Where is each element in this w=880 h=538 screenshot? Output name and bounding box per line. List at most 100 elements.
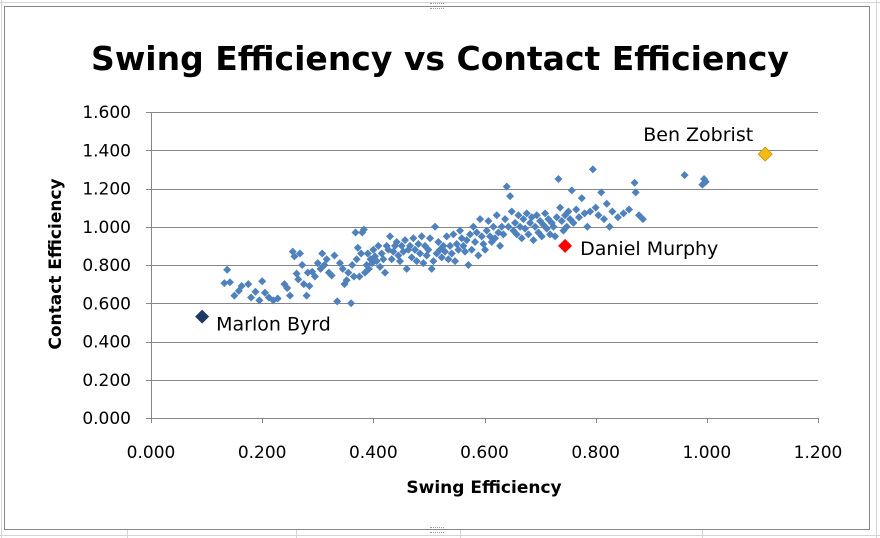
data-point bbox=[492, 211, 501, 220]
x-axis-title: Swing Efficiency bbox=[406, 478, 561, 498]
data-point bbox=[426, 234, 435, 243]
data-point bbox=[427, 264, 436, 273]
x-tick-label-2: 0.400 bbox=[349, 443, 398, 463]
data-point bbox=[351, 228, 360, 237]
data-point bbox=[477, 232, 486, 241]
data-point bbox=[462, 236, 471, 245]
data-point bbox=[583, 222, 592, 231]
data-point bbox=[631, 188, 640, 197]
data-point bbox=[524, 230, 533, 239]
data-point bbox=[552, 213, 561, 222]
x-tick-label-1: 0.200 bbox=[238, 443, 287, 463]
data-point bbox=[499, 230, 508, 239]
data-point bbox=[369, 245, 378, 254]
data-point bbox=[348, 261, 357, 269]
data-point bbox=[295, 249, 304, 258]
data-point bbox=[466, 230, 475, 239]
data-point bbox=[220, 279, 229, 288]
data-point bbox=[441, 247, 450, 256]
data-point bbox=[605, 222, 614, 231]
data-point bbox=[429, 257, 438, 266]
data-point bbox=[529, 236, 538, 245]
x-tick-label-0: 0.000 bbox=[127, 443, 176, 463]
data-point bbox=[496, 241, 505, 250]
data-point bbox=[409, 234, 418, 243]
data-point bbox=[600, 215, 609, 224]
data-point bbox=[305, 282, 314, 291]
data-point bbox=[416, 249, 425, 258]
data-point bbox=[335, 259, 344, 268]
data-point bbox=[394, 251, 403, 260]
data-point bbox=[469, 222, 478, 231]
data-point bbox=[347, 299, 356, 308]
data-point bbox=[504, 222, 513, 231]
data-point bbox=[333, 297, 342, 306]
x-tick-label-6: 1.200 bbox=[794, 443, 843, 463]
data-point bbox=[472, 228, 481, 237]
data-point bbox=[476, 215, 485, 224]
data-point bbox=[497, 222, 506, 231]
data-point bbox=[364, 264, 373, 273]
data-point bbox=[338, 264, 347, 273]
data-point bbox=[449, 230, 458, 239]
data-point bbox=[459, 241, 468, 250]
data-point bbox=[419, 259, 428, 268]
data-point bbox=[574, 213, 583, 222]
data-point bbox=[562, 222, 571, 231]
data-point bbox=[442, 232, 451, 241]
data-point bbox=[386, 232, 395, 241]
data-point bbox=[381, 268, 390, 277]
data-point bbox=[467, 245, 476, 254]
data-point bbox=[422, 251, 431, 260]
data-point bbox=[402, 264, 411, 273]
data-point bbox=[322, 255, 331, 264]
data-point bbox=[412, 257, 421, 266]
data-point bbox=[389, 247, 398, 256]
data-point bbox=[396, 257, 405, 266]
data-point bbox=[608, 207, 617, 216]
data-point bbox=[437, 253, 446, 262]
resize-handle-top[interactable] bbox=[430, 3, 444, 9]
data-points bbox=[220, 165, 710, 308]
y-tick-label-5: 1.000 bbox=[82, 218, 131, 238]
y-axis-title: Contact Efficiency bbox=[46, 178, 66, 349]
x-axis-ticks: 0.000 0.200 0.400 0.600 0.800 1.000 1.200 bbox=[127, 443, 843, 463]
data-point bbox=[260, 288, 269, 297]
data-point bbox=[285, 291, 294, 300]
label-marlon-byrd: Marlon Byrd bbox=[216, 314, 331, 336]
label-daniel-murphy: Daniel Murphy bbox=[580, 238, 718, 260]
data-point bbox=[237, 282, 246, 291]
data-point bbox=[532, 211, 541, 220]
data-point bbox=[572, 205, 581, 214]
data-point bbox=[359, 225, 368, 234]
data-point bbox=[484, 217, 493, 226]
data-point bbox=[273, 294, 282, 303]
data-point bbox=[387, 255, 396, 264]
resize-handle-bottom[interactable] bbox=[430, 527, 444, 533]
data-point bbox=[411, 245, 420, 254]
data-point bbox=[251, 287, 260, 296]
label-ben-zobrist: Ben Zobrist bbox=[643, 124, 753, 146]
data-point bbox=[479, 239, 488, 248]
chart-title: Swing Efficiency vs Contact Efficiency bbox=[91, 39, 789, 78]
data-point bbox=[551, 232, 560, 241]
data-point bbox=[454, 245, 463, 254]
data-point bbox=[292, 269, 301, 278]
data-point bbox=[507, 207, 516, 216]
data-point bbox=[451, 257, 460, 266]
data-point bbox=[401, 236, 410, 245]
data-point bbox=[597, 188, 606, 197]
data-point bbox=[521, 224, 530, 233]
data-point bbox=[511, 218, 520, 227]
data-point bbox=[522, 209, 531, 218]
data-point bbox=[569, 218, 578, 227]
data-point bbox=[456, 226, 465, 235]
data-point bbox=[564, 207, 573, 216]
data-point bbox=[313, 259, 322, 268]
chart-area[interactable] bbox=[4, 6, 870, 530]
data-point bbox=[344, 268, 353, 277]
y-tick-label-1: 0.200 bbox=[82, 371, 131, 391]
x-tick-label-5: 1.000 bbox=[682, 443, 731, 463]
data-point bbox=[434, 238, 443, 247]
